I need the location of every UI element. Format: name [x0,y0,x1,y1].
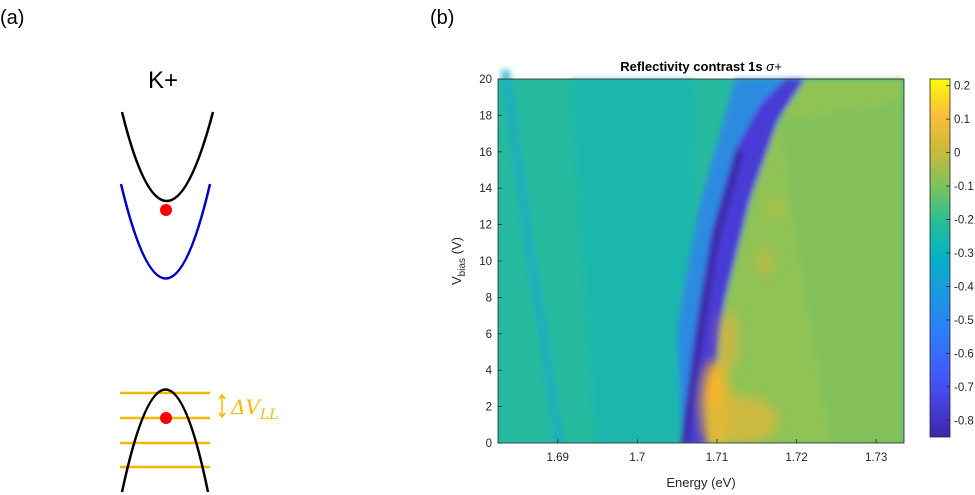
panel-a-label: (a) [0,7,24,29]
heatmap [498,69,904,443]
chart-title: Reflectivity contrast 1s σ+ [620,59,782,74]
y-tick-label: 16 [479,147,492,159]
delta-v-ll-label: ΔVLL [230,395,278,423]
colorbar-tick-label: -0.4 [954,281,974,293]
colorbar-tick-label: -0.6 [954,348,974,360]
x-tick-label: 1.73 [865,452,887,464]
panel-b-label: (b) [430,7,454,29]
landau-level-lines [120,391,210,469]
valley-label: K+ [148,67,178,94]
y-tick-label: 8 [486,292,492,304]
band-minimum-dot [160,204,172,216]
resonance-dip [680,79,805,443]
colorbar-tick-label: -0.7 [954,382,974,394]
colorbar [929,78,951,438]
heatmap-features [500,69,904,443]
x-tick-label: 1.72 [785,452,807,464]
central-band [570,79,695,443]
colorbar-tick-label: 0.1 [954,114,970,126]
bright-region [701,198,784,443]
colorbar-tick-label: 0 [954,148,960,160]
y-axis-label: Vbias (V) [449,237,468,285]
y-tick-label: 12 [479,220,492,232]
landau-level-dot [160,412,172,424]
y-tick-label: 14 [479,183,492,195]
colorbar-tick-label: -0.5 [954,315,974,327]
colorbar-tick-label: -0.2 [954,215,974,227]
x-tick-label: 1.69 [547,452,569,464]
second-band-curve [119,183,212,280]
valence-band-curve [120,388,210,493]
x-axis-ticks: 1.69 1.7 1.71 1.72 1.73 [547,439,887,464]
colorbar-ticks: 0.2 0.1 0 -0.1 -0.2 -0.3 -0.4 -0.5 -0.6 -0.7 -0.8 [946,81,974,427]
colorbar-tick-label: -0.1 [954,181,974,193]
y-tick-label: 6 [486,329,492,341]
x-axis-label: Energy (eV) [666,475,735,490]
high-energy-outer [780,100,904,443]
x-tick-label: 1.71 [706,452,728,464]
y-tick-label: 20 [479,74,492,86]
weak-resonance-line [500,69,565,443]
y-tick-label: 0 [486,438,492,450]
y-tick-label: 10 [479,256,492,268]
y-tick-label: 18 [479,110,492,122]
conduction-band-curve [120,111,215,202]
x-tick-label: 1.7 [629,452,645,464]
resonance-core [680,148,744,443]
y-tick-label: 2 [486,402,492,414]
double-arrow-icon [218,393,226,419]
y-axis-ticks: 0 2 4 6 8 10 12 14 16 18 20 [479,74,502,450]
colorbar-tick-label: -0.8 [954,415,974,427]
colorbar-tick-label: 0.2 [954,81,970,93]
colorbar-tick-label: -0.3 [954,248,974,260]
y-tick-label: 4 [486,365,493,377]
